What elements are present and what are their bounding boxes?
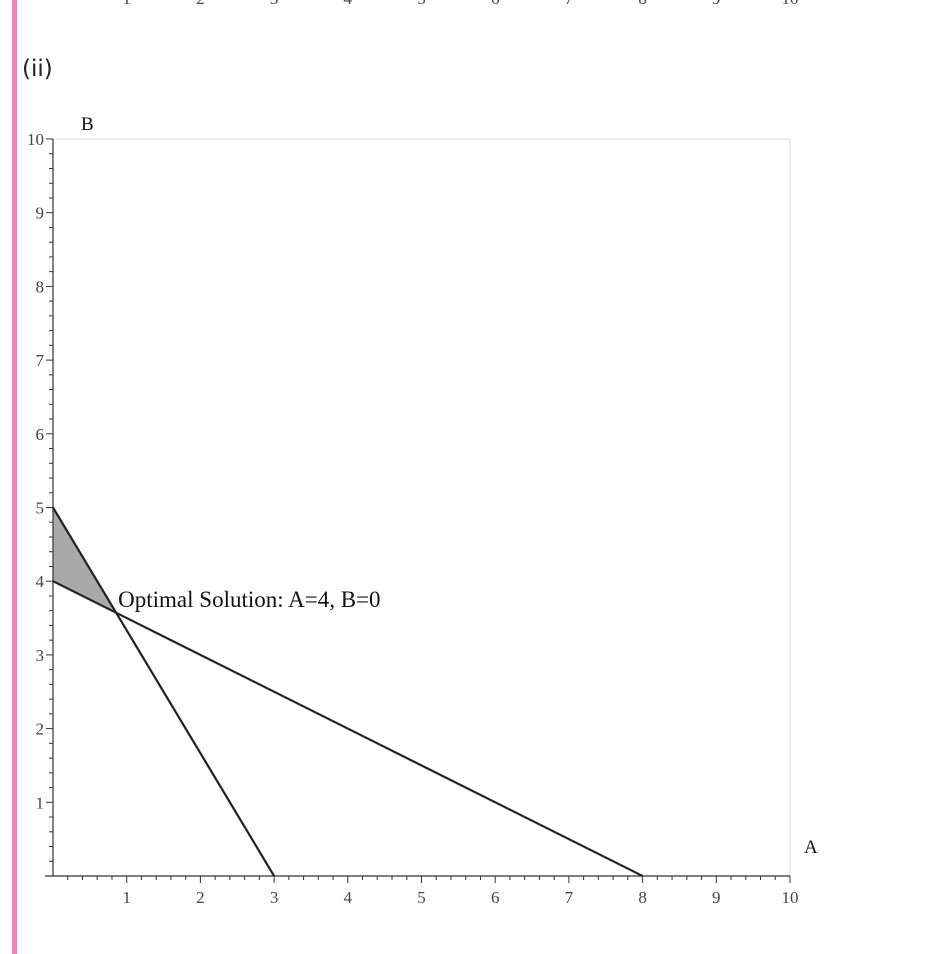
y-tick-label: 1: [36, 793, 45, 812]
y-tick-label: 10: [27, 130, 44, 149]
y-tick-label: 5: [36, 499, 45, 518]
previous-plot-x-tick-label: 8: [638, 0, 647, 8]
y-axis-label: B: [81, 114, 94, 135]
constraint-line-2: [52, 580, 644, 877]
x-axis-label: A: [804, 837, 818, 858]
previous-plot-x-tick-label: 1: [122, 0, 131, 8]
previous-plot-x-tick-label: 9: [712, 0, 721, 8]
x-tick-label: 8: [638, 888, 647, 907]
x-tick-label: 3: [270, 888, 279, 907]
y-tick-label: 6: [36, 425, 45, 444]
x-tick-label: 9: [712, 888, 721, 907]
x-tick-label: 5: [417, 888, 426, 907]
left-accent-rule: [12, 0, 17, 954]
y-tick-label: 2: [36, 720, 45, 739]
y-tick-label: 9: [36, 204, 45, 223]
x-tick-label: 10: [782, 888, 799, 907]
y-tick-label: 7: [36, 351, 45, 370]
x-tick-label: 2: [196, 888, 205, 907]
previous-plot-x-tick-label: 4: [344, 0, 353, 8]
optimal-solution-annotation: Optimal Solution: A=4, B=0: [118, 587, 380, 612]
x-tick-label: 1: [122, 888, 131, 907]
constraint-line-1: [52, 506, 276, 877]
previous-plot-x-tick-label: 3: [270, 0, 279, 8]
y-tick-label: 3: [36, 646, 45, 665]
previous-plot-x-tick-label: 10: [782, 0, 799, 8]
x-tick-label: 7: [565, 888, 574, 907]
previous-plot-x-tick-label: 5: [417, 0, 426, 8]
part-label: (ii): [22, 56, 53, 82]
previous-plot-x-tick-label: 7: [565, 0, 574, 8]
x-tick-label: 4: [344, 888, 353, 907]
x-tick-label: 6: [491, 888, 500, 907]
y-tick-label: 8: [36, 277, 45, 296]
previous-plot-x-tick-label: 2: [196, 0, 205, 8]
y-tick-label: 4: [36, 572, 45, 591]
previous-plot-x-tick-label: 6: [491, 0, 500, 8]
